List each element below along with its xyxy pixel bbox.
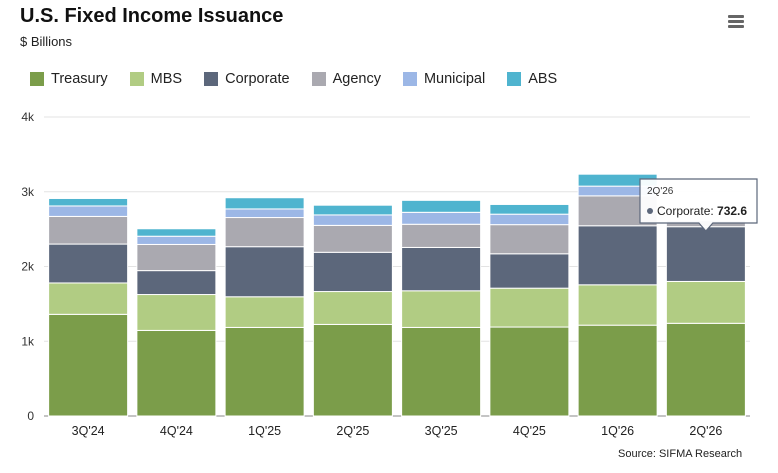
source-note: Source: SIFMA Research [618, 448, 743, 460]
chart-title: U.S. Fixed Income Issuance [20, 5, 284, 27]
bar-segment-treasury-1q-26[interactable] [577, 324, 658, 417]
x-tick-label: 2Q'26 [689, 424, 722, 438]
legend-swatch [204, 72, 219, 86]
bar-segment-agency-3q-24[interactable] [48, 215, 129, 245]
legend-label: MBS [150, 71, 183, 87]
bar-segment-mbs-2q-26[interactable] [665, 280, 746, 324]
y-tick-label: 1k [21, 334, 35, 348]
bar-segment-municipal-3q-25[interactable] [401, 211, 482, 225]
bar-segment-treasury-1q-25[interactable] [224, 326, 305, 417]
legend-swatch [507, 72, 522, 86]
bar-segment-municipal-2q-25[interactable] [312, 214, 393, 226]
tooltip-series-dot [647, 208, 653, 214]
x-tick-label: 1Q'25 [248, 424, 281, 438]
hamburger-menu-icon[interactable] [726, 14, 746, 30]
bar-segment-treasury-2q-25[interactable] [312, 323, 393, 417]
bar-segment-municipal-1q-25[interactable] [224, 208, 305, 219]
bar-segment-treasury-3q-24[interactable] [48, 313, 129, 417]
bar-segment-abs-4q-25[interactable] [489, 203, 570, 215]
bar-segment-treasury-4q-25[interactable] [489, 326, 570, 417]
x-tick-label: 3Q'24 [72, 424, 105, 438]
bar-segment-treasury-2q-26[interactable] [665, 322, 746, 417]
legend-item-abs[interactable]: ABS [507, 71, 557, 87]
legend-label: ABS [528, 71, 558, 87]
bar-segment-abs-1q-25[interactable] [224, 197, 305, 210]
bar-segment-abs-2q-25[interactable] [312, 204, 393, 216]
bar-segment-mbs-4q-25[interactable] [489, 287, 570, 328]
x-tick-label: 4Q'25 [513, 424, 546, 438]
bar-segment-corporate-3q-25[interactable] [401, 246, 482, 292]
bar-segment-mbs-1q-26[interactable] [577, 284, 658, 326]
y-tick-label: 0 [27, 409, 34, 423]
bar-segment-abs-3q-25[interactable] [401, 199, 482, 213]
tooltip-value: Corporate: 732.6 [657, 204, 747, 218]
bar-segment-corporate-4q-25[interactable] [489, 253, 570, 289]
legend-item-corporate[interactable]: Corporate [204, 71, 290, 87]
x-tick-label: 1Q'26 [601, 424, 634, 438]
bar-segment-municipal-3q-24[interactable] [48, 205, 129, 217]
bar-segment-agency-4q-25[interactable] [489, 224, 570, 255]
legend-swatch [129, 72, 144, 86]
bar-segment-corporate-1q-26[interactable] [577, 225, 658, 286]
bar-segment-treasury-4q-24[interactable] [136, 329, 217, 417]
bar-segment-abs-4q-24[interactable] [136, 228, 217, 237]
tooltip-period: 2Q'26 [647, 186, 674, 197]
bar-segment-corporate-3q-24[interactable] [48, 243, 129, 284]
bar-segment-agency-3q-25[interactable] [401, 223, 482, 248]
bar-segment-treasury-3q-25[interactable] [401, 326, 482, 417]
y-tick-label: 4k [21, 110, 35, 124]
bar-segment-mbs-1q-25[interactable] [224, 296, 305, 328]
legend-label: Corporate [225, 71, 290, 87]
bar-segment-corporate-2q-26[interactable] [665, 226, 746, 282]
bar-segment-mbs-3q-24[interactable] [48, 282, 129, 315]
bar-segment-abs-3q-24[interactable] [48, 197, 129, 207]
legend-label: Treasury [51, 71, 108, 87]
legend-item-municipal[interactable]: Municipal [402, 71, 486, 87]
y-tick-label: 2k [21, 260, 35, 274]
bar-segment-corporate-4q-24[interactable] [136, 270, 217, 296]
legend-item-treasury[interactable]: Treasury [30, 71, 108, 87]
legend-label: Municipal [423, 71, 486, 87]
tooltip: 2Q'26 Corporate: 732.6 [639, 178, 758, 232]
y-tick-label: 3k [21, 185, 35, 199]
bar-segment-corporate-2q-25[interactable] [312, 251, 393, 293]
x-tick-label: 4Q'24 [160, 424, 193, 438]
chart-subtitle: $ Billions [20, 34, 73, 49]
bar-segment-agency-1q-25[interactable] [224, 217, 305, 248]
legend-swatch [402, 72, 417, 86]
legend-label: Agency [332, 71, 381, 87]
x-tick-label: 3Q'25 [425, 424, 458, 438]
bar-segment-mbs-4q-24[interactable] [136, 294, 217, 331]
x-tick-label: 2Q'25 [336, 424, 369, 438]
legend-item-mbs[interactable]: MBS [129, 71, 183, 87]
bar-segment-corporate-1q-25[interactable] [224, 246, 305, 298]
bar-segment-mbs-3q-25[interactable] [401, 290, 482, 328]
bar-segment-agency-4q-24[interactable] [136, 243, 217, 272]
bar-segment-agency-2q-25[interactable] [312, 224, 393, 253]
bar-segment-mbs-2q-25[interactable] [312, 291, 393, 325]
bar-segment-municipal-4q-24[interactable] [136, 235, 217, 245]
legend-swatch [311, 72, 326, 86]
legend-swatch [30, 72, 44, 86]
legend-item-agency[interactable]: Agency [311, 71, 381, 87]
legend: Treasury MBS Corporate Agency Municipal ABS [30, 71, 579, 87]
bar-segment-municipal-4q-25[interactable] [489, 213, 570, 226]
